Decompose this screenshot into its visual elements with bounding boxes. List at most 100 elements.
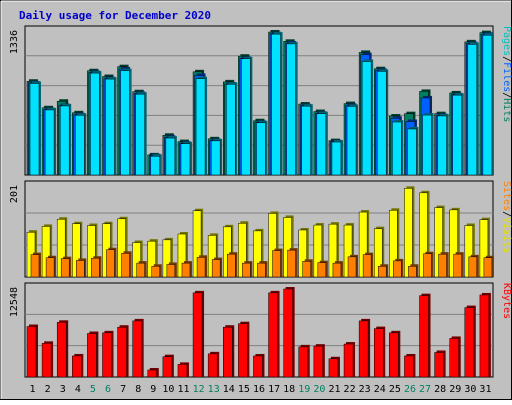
x-tick-label: 23 <box>359 384 371 395</box>
bar-face <box>177 364 188 378</box>
x-tick-label: 21 <box>328 384 340 395</box>
bar-pages <box>482 33 494 176</box>
bar-face <box>452 94 462 176</box>
bar-face <box>437 115 447 176</box>
bar-face <box>268 292 278 378</box>
x-tick-label: 7 <box>120 384 126 395</box>
bar-pages <box>29 81 41 176</box>
bar-face <box>317 262 327 278</box>
bar-pages <box>150 154 162 176</box>
bar-face <box>211 259 221 278</box>
x-tick-label: 9 <box>150 384 156 395</box>
bar-face <box>316 113 327 176</box>
bar-kbytes <box>192 290 205 378</box>
x-tick-label: 30 <box>464 384 476 395</box>
bar-pages <box>44 107 57 176</box>
bar-kbytes <box>464 305 476 378</box>
panel-visits-sites: 201 Sites/Visits <box>9 180 512 278</box>
bar-face <box>121 253 130 278</box>
bar-pages <box>467 42 479 176</box>
bar-kbytes <box>404 353 416 378</box>
bar-face <box>301 105 311 176</box>
bar-sites <box>181 261 192 278</box>
y-axis-max-label: 201 <box>9 185 20 203</box>
x-tick-label: 17 <box>268 384 280 395</box>
bar-face <box>392 121 402 176</box>
bar-sites <box>60 256 72 278</box>
x-tick-label: 13 <box>208 384 220 395</box>
x-tick-label: 18 <box>283 384 295 395</box>
bar-sites <box>317 260 328 278</box>
bar-kbytes <box>56 320 69 378</box>
bar-face <box>41 343 52 378</box>
bar-face <box>286 43 296 176</box>
bar-kbytes <box>373 326 386 378</box>
bar-kbytes <box>117 325 129 378</box>
bar-kbytes <box>87 331 99 378</box>
bar-pages <box>180 141 192 176</box>
panel-hits-files-pages: 1336 Pages/Files/Hits <box>9 25 512 176</box>
bar-face <box>90 72 100 176</box>
bar-face <box>271 33 281 176</box>
bar-face <box>343 343 354 378</box>
x-tick-label: 27 <box>419 384 431 395</box>
bar-face <box>166 264 176 278</box>
x-tick-label: 19 <box>298 384 310 395</box>
bar-face <box>60 258 70 278</box>
bar-face <box>453 253 462 278</box>
bar-pages <box>59 103 72 176</box>
x-tick-label: 8 <box>135 384 141 395</box>
bar-face <box>467 44 478 176</box>
bar-pages <box>195 76 208 176</box>
bar-face <box>373 328 384 378</box>
legend-item: KBytes <box>501 283 512 319</box>
legend-item: Sites <box>501 181 512 211</box>
bar-face <box>449 338 459 378</box>
y-axis-max-label: 1336 <box>9 30 20 54</box>
bar-sites <box>242 261 253 278</box>
bar-pages <box>452 93 464 176</box>
panel-legend: KBytes <box>501 283 512 319</box>
bar-face <box>180 143 191 176</box>
bar-sites <box>362 252 374 278</box>
bar-face <box>192 292 203 378</box>
bar-kbytes <box>177 362 189 378</box>
bar-pages <box>331 140 343 176</box>
x-tick-label: 29 <box>449 384 461 395</box>
legend-item: Files <box>501 62 512 92</box>
bar-kbytes <box>132 318 144 378</box>
x-tick-label: 3 <box>60 384 66 395</box>
bar-face <box>132 320 142 378</box>
bar-face <box>361 61 372 176</box>
bar-kbytes <box>298 344 310 378</box>
bar-kbytes <box>238 321 250 378</box>
legend-item: Visits <box>501 217 512 253</box>
legend-item: Pages <box>501 26 512 56</box>
bar-face <box>195 78 206 176</box>
bar-face <box>87 333 97 378</box>
bar-pages <box>75 113 87 176</box>
bar-pages <box>346 104 359 176</box>
bar-kbytes <box>313 344 325 378</box>
bar-face <box>210 140 221 176</box>
bar-face <box>105 78 115 176</box>
bar-face <box>302 261 311 278</box>
bar-face <box>59 105 70 176</box>
bar-face <box>253 355 263 378</box>
bar-pages <box>256 120 268 176</box>
bar-kbytes <box>479 292 491 378</box>
bar-sites <box>332 261 343 278</box>
legend-item: / <box>501 56 512 62</box>
x-tick-label: 5 <box>90 384 96 395</box>
x-tick-label: 11 <box>177 384 189 395</box>
bar-face <box>76 260 85 278</box>
bar-kbytes <box>207 351 220 378</box>
bar-sites <box>151 264 162 278</box>
bar-sites <box>408 264 419 278</box>
bar-kbytes <box>253 353 265 378</box>
bar-pages <box>437 113 449 176</box>
bar-face <box>181 262 191 278</box>
